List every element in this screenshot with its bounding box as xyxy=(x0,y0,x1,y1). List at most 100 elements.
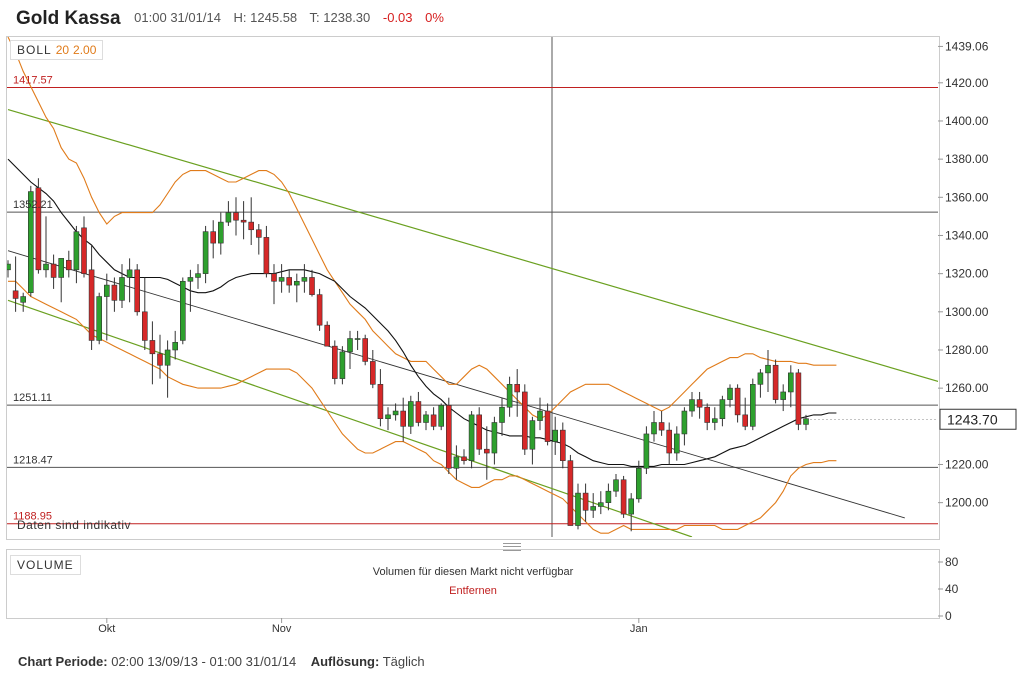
candle xyxy=(301,264,308,293)
candle-body xyxy=(468,414,475,461)
candle-body xyxy=(248,221,254,231)
candle xyxy=(696,391,703,419)
candle xyxy=(407,395,414,434)
candle xyxy=(780,384,787,412)
candle xyxy=(362,334,369,366)
candle xyxy=(142,277,148,350)
candle-body xyxy=(187,277,194,282)
candle xyxy=(521,384,528,455)
volume-panel[interactable] xyxy=(6,549,940,619)
candle xyxy=(134,264,140,316)
candle-body xyxy=(719,399,726,419)
y-tick-label: 1320.00 xyxy=(945,267,989,281)
candle-body xyxy=(423,414,429,423)
period-label: Chart Periode: xyxy=(18,654,108,669)
candle xyxy=(255,224,262,255)
candle xyxy=(233,197,239,236)
candle xyxy=(81,216,87,278)
candle-body xyxy=(66,259,72,271)
candle-body xyxy=(293,280,300,286)
y-tick-label: 1380.00 xyxy=(945,152,989,166)
candle xyxy=(126,258,133,303)
candle-body xyxy=(134,269,140,313)
candle-body xyxy=(567,460,574,526)
candle xyxy=(271,264,277,305)
candle-body xyxy=(369,361,376,385)
candle xyxy=(734,384,741,423)
candle-body xyxy=(347,338,353,353)
y-tick-label: 1439.06 xyxy=(945,39,989,53)
volume-tick-label: 0 xyxy=(945,609,952,623)
candle xyxy=(514,369,521,417)
candle-body xyxy=(164,349,171,366)
candle xyxy=(658,411,665,436)
plot-area xyxy=(7,37,938,537)
candle-body xyxy=(491,422,498,454)
hline-label-1: 1352.21 xyxy=(13,199,53,211)
candle-body xyxy=(514,384,521,393)
candle-body xyxy=(202,231,209,274)
remove-volume-link[interactable]: Entfernen xyxy=(449,585,497,597)
candle xyxy=(96,292,102,345)
candle xyxy=(415,391,422,427)
hline-label-4: 1188.95 xyxy=(13,511,52,523)
candle xyxy=(58,258,65,303)
candle-body xyxy=(765,364,771,374)
candle-body xyxy=(772,364,779,400)
candle xyxy=(689,391,695,417)
candle-body xyxy=(666,429,673,454)
candle xyxy=(529,416,536,465)
candle-body xyxy=(301,277,308,282)
candle-body xyxy=(35,187,42,271)
candle xyxy=(491,416,498,465)
candle xyxy=(202,225,209,284)
candle xyxy=(430,407,437,431)
hline-label-3: 1218.47 xyxy=(13,454,53,466)
indicative-note: Daten sind indikativ xyxy=(17,518,132,532)
header-high: H: 1245.58 xyxy=(233,10,298,25)
candle-body xyxy=(575,492,581,526)
candle xyxy=(613,474,619,497)
header-change-pct: 0% xyxy=(425,10,444,25)
candle-body xyxy=(704,406,711,423)
candle-body xyxy=(73,231,80,271)
candle-body xyxy=(673,433,680,454)
candle-body xyxy=(385,414,391,419)
candle xyxy=(172,330,178,360)
candle xyxy=(537,397,543,431)
resolution-label: Auflösung: xyxy=(310,654,380,669)
candle-body xyxy=(27,191,34,294)
candle-body xyxy=(521,391,528,450)
hline-label-2: 1251.11 xyxy=(13,392,52,404)
indicator-label[interactable]: BOLL 20 2.00 xyxy=(10,40,104,60)
candle-body xyxy=(225,212,232,223)
candle xyxy=(438,403,445,431)
candle xyxy=(757,369,764,398)
candle xyxy=(749,378,756,431)
y-tick-label: 1300.00 xyxy=(945,305,989,319)
candle xyxy=(666,422,673,465)
candle xyxy=(316,288,323,331)
candle-body xyxy=(218,221,224,244)
candle xyxy=(559,422,566,469)
candle xyxy=(673,426,680,461)
candle xyxy=(423,411,429,431)
candle-body xyxy=(400,410,407,427)
candle-body xyxy=(590,506,597,511)
candle xyxy=(104,273,110,341)
indicator-name: BOLL xyxy=(17,43,52,57)
candle-body xyxy=(58,258,65,278)
candle-body xyxy=(757,372,764,385)
indicator-period: 20 xyxy=(55,43,70,57)
candle xyxy=(164,340,171,398)
panel-resize-handle[interactable] xyxy=(503,543,521,551)
chart-footer: Chart Periode: 02:00 13/09/13 - 01:00 31… xyxy=(18,654,425,669)
candle xyxy=(12,256,19,312)
candle-body xyxy=(689,399,695,412)
candle-body xyxy=(499,406,505,423)
candle xyxy=(499,397,505,436)
candle xyxy=(111,277,118,312)
candle xyxy=(567,454,574,526)
header-low: T: 1238.30 xyxy=(309,10,371,25)
